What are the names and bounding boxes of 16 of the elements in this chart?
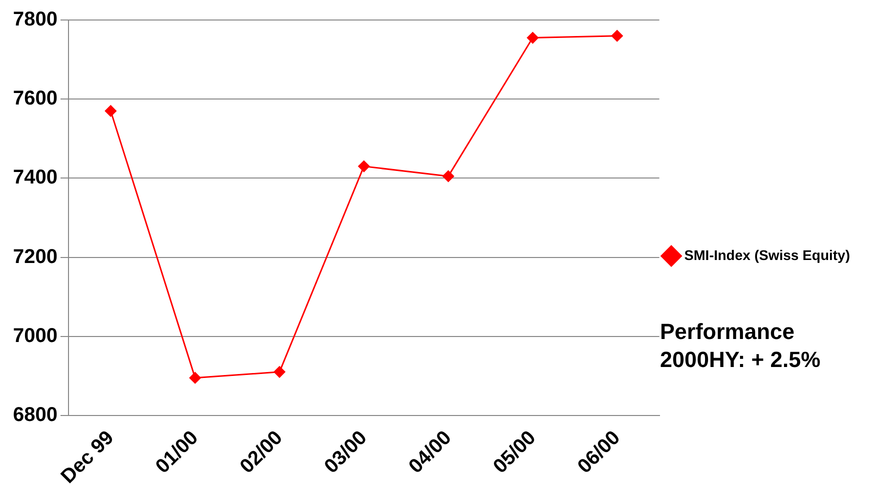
point (358, 160, 370, 172)
x-tick-label: Dec 99 (56, 426, 118, 488)
point (189, 372, 201, 384)
y-tick-label: 7400 (12, 166, 58, 189)
point (526, 32, 538, 44)
point (104, 105, 116, 117)
y-tick-label: 7000 (12, 324, 58, 347)
text: Performance 2000HY: + 2.5% (660, 318, 822, 374)
y-tick-label: 6800 (12, 404, 58, 426)
legend-label: SMI-Index (Swiss Equity) (684, 246, 850, 263)
point (611, 30, 623, 42)
y-tick-label: 7600 (12, 88, 58, 110)
point (442, 170, 454, 182)
y-tick-label: 7800 (12, 8, 58, 31)
y-tick-label: 7200 (12, 246, 58, 268)
point (274, 366, 286, 378)
